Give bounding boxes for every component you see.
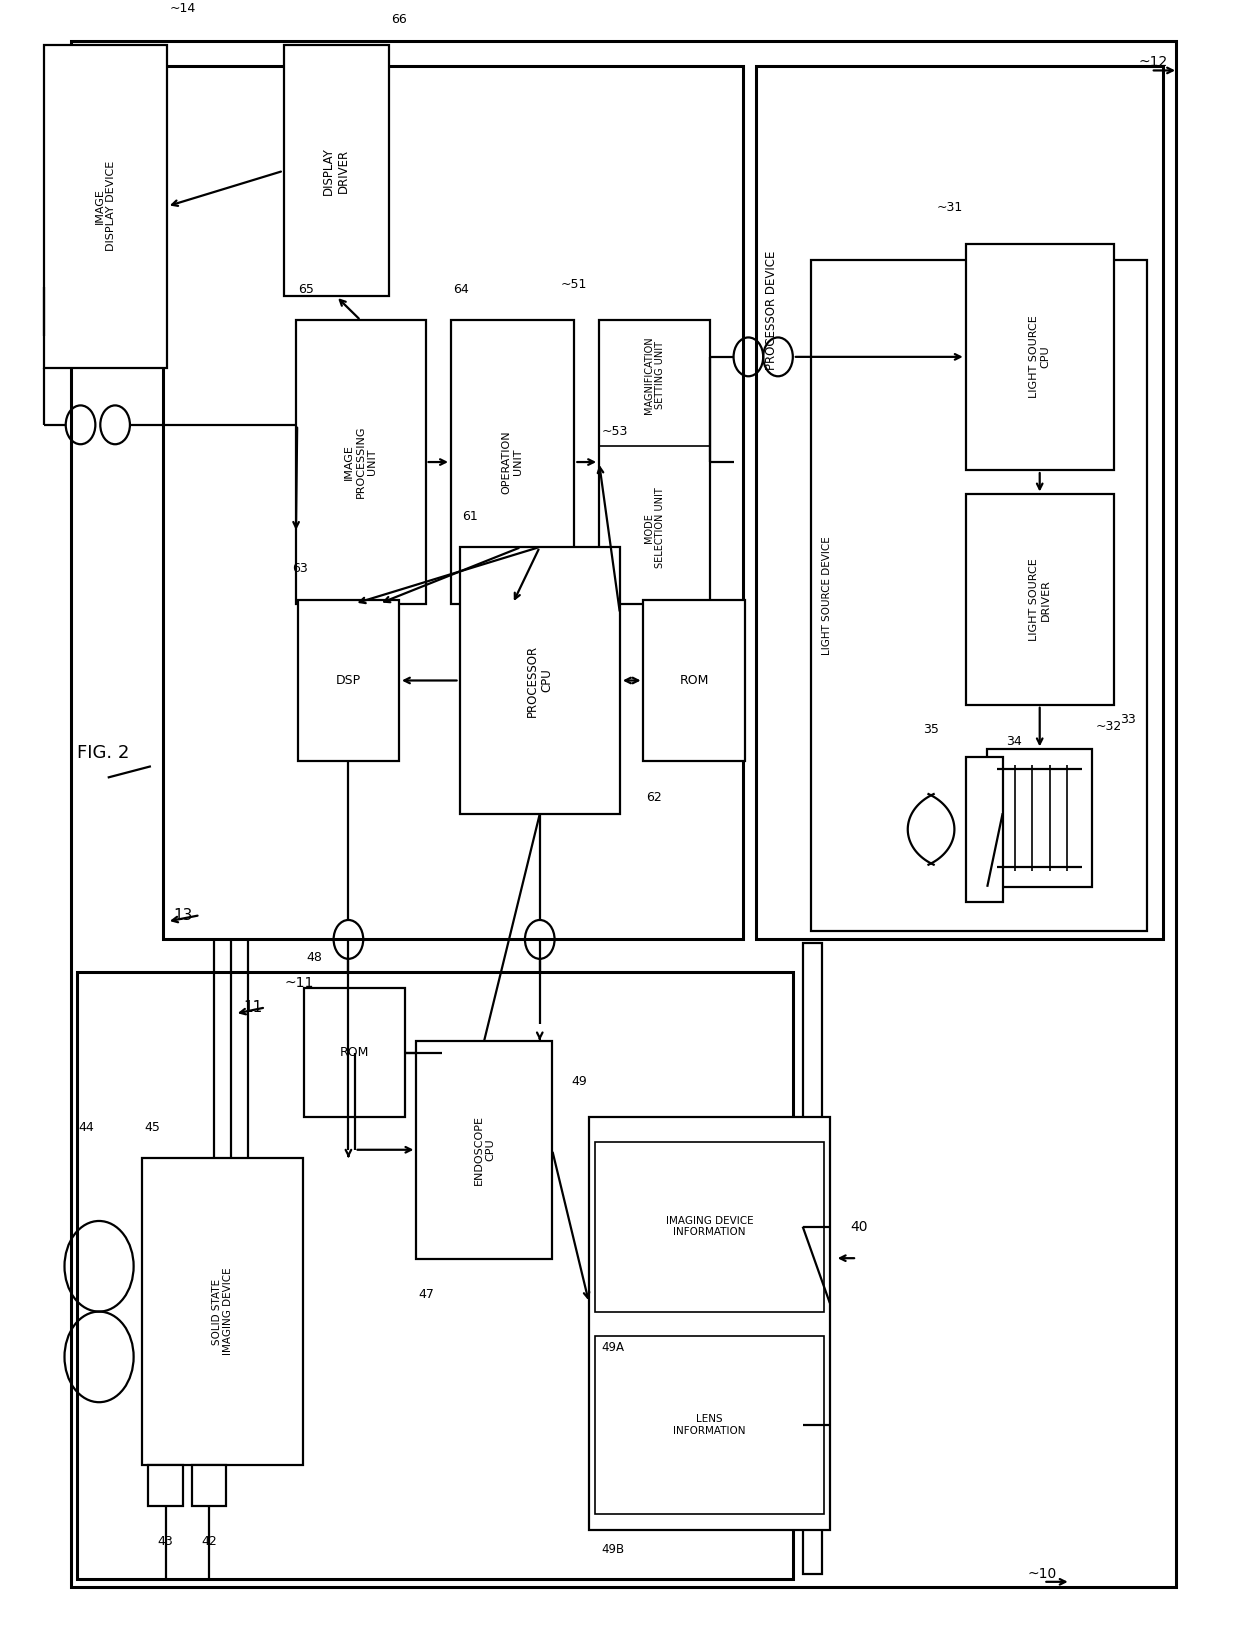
FancyBboxPatch shape	[599, 321, 711, 604]
Text: 66: 66	[391, 13, 407, 26]
Text: IMAGE
PROCESSING
UNIT: IMAGE PROCESSING UNIT	[345, 426, 377, 498]
Text: 40: 40	[851, 1220, 868, 1233]
FancyBboxPatch shape	[644, 600, 745, 762]
Text: 49: 49	[570, 1075, 587, 1088]
FancyBboxPatch shape	[298, 600, 399, 762]
FancyBboxPatch shape	[589, 1117, 830, 1530]
Text: 47: 47	[419, 1287, 435, 1301]
FancyBboxPatch shape	[756, 66, 1163, 940]
Text: DISPLAY
DRIVER: DISPLAY DRIVER	[322, 147, 350, 195]
Text: IMAGE
DISPLAY DEVICE: IMAGE DISPLAY DEVICE	[94, 161, 117, 252]
Text: ~10: ~10	[1028, 1566, 1056, 1581]
FancyBboxPatch shape	[143, 1158, 303, 1466]
Text: 49A: 49A	[601, 1342, 625, 1353]
Text: 65: 65	[299, 283, 314, 296]
Text: ~51: ~51	[560, 278, 587, 292]
FancyBboxPatch shape	[987, 749, 1092, 886]
Text: ~53: ~53	[601, 424, 627, 437]
Text: ~12: ~12	[1138, 56, 1168, 69]
FancyBboxPatch shape	[192, 1466, 226, 1505]
Text: LIGHT SOURCE DEVICE: LIGHT SOURCE DEVICE	[822, 536, 832, 655]
FancyBboxPatch shape	[966, 757, 1003, 903]
FancyBboxPatch shape	[802, 942, 822, 1574]
Text: PROCESSOR
CPU: PROCESSOR CPU	[526, 644, 554, 716]
Text: 42: 42	[201, 1535, 217, 1548]
FancyBboxPatch shape	[71, 41, 1176, 1587]
Text: 33: 33	[1120, 713, 1136, 726]
Text: 11: 11	[243, 999, 263, 1016]
FancyBboxPatch shape	[296, 321, 425, 604]
Text: MODE
SELECTION UNIT: MODE SELECTION UNIT	[644, 488, 666, 568]
FancyBboxPatch shape	[966, 244, 1114, 470]
FancyBboxPatch shape	[460, 547, 620, 814]
Text: ~14: ~14	[170, 2, 196, 15]
Text: 49B: 49B	[601, 1543, 625, 1556]
Text: 63: 63	[291, 562, 308, 575]
Text: ROM: ROM	[340, 1047, 370, 1060]
Text: FIG. 2: FIG. 2	[77, 744, 129, 762]
FancyBboxPatch shape	[43, 44, 167, 369]
Text: 43: 43	[157, 1535, 174, 1548]
Text: 13: 13	[174, 907, 192, 922]
Text: OPERATION
UNIT: OPERATION UNIT	[502, 431, 523, 493]
Text: ~32: ~32	[1096, 721, 1122, 734]
FancyBboxPatch shape	[284, 46, 388, 296]
Text: 35: 35	[923, 722, 939, 735]
FancyBboxPatch shape	[417, 1040, 552, 1260]
Text: ~11: ~11	[284, 976, 314, 989]
FancyBboxPatch shape	[164, 66, 744, 940]
Text: ROM: ROM	[680, 673, 709, 686]
Text: ~31: ~31	[937, 201, 963, 215]
Text: MAGNIFICATION
SETTING UNIT: MAGNIFICATION SETTING UNIT	[644, 336, 666, 414]
Text: LIGHT SOURCE
DRIVER: LIGHT SOURCE DRIVER	[1029, 559, 1050, 640]
Text: ENDOSCOPE
STORAGE UNIT: ENDOSCOPE STORAGE UNIT	[668, 1166, 751, 1188]
FancyBboxPatch shape	[451, 321, 574, 604]
Text: 34: 34	[1007, 735, 1022, 749]
Text: 45: 45	[145, 1120, 161, 1133]
Text: DSP: DSP	[336, 673, 361, 686]
Text: 62: 62	[646, 791, 662, 804]
Text: IMAGING DEVICE
INFORMATION: IMAGING DEVICE INFORMATION	[666, 1215, 754, 1237]
Text: LIGHT SOURCE
CPU: LIGHT SOURCE CPU	[1029, 316, 1050, 398]
FancyBboxPatch shape	[966, 495, 1114, 704]
FancyBboxPatch shape	[811, 260, 1147, 932]
Text: 64: 64	[454, 283, 469, 296]
Text: 48: 48	[306, 950, 322, 963]
Text: PROCESSOR DEVICE: PROCESSOR DEVICE	[765, 251, 779, 370]
FancyBboxPatch shape	[595, 1337, 823, 1514]
Text: LENS
INFORMATION: LENS INFORMATION	[673, 1414, 745, 1435]
Text: 61: 61	[463, 509, 477, 523]
FancyBboxPatch shape	[595, 1142, 823, 1312]
Text: 44: 44	[79, 1120, 94, 1133]
Text: SOLID STATE
IMAGING DEVICE: SOLID STATE IMAGING DEVICE	[212, 1268, 233, 1355]
FancyBboxPatch shape	[77, 971, 792, 1579]
FancyBboxPatch shape	[304, 988, 405, 1117]
FancyBboxPatch shape	[149, 1466, 184, 1505]
Text: ENDOSCOPE
CPU: ENDOSCOPE CPU	[474, 1115, 495, 1184]
